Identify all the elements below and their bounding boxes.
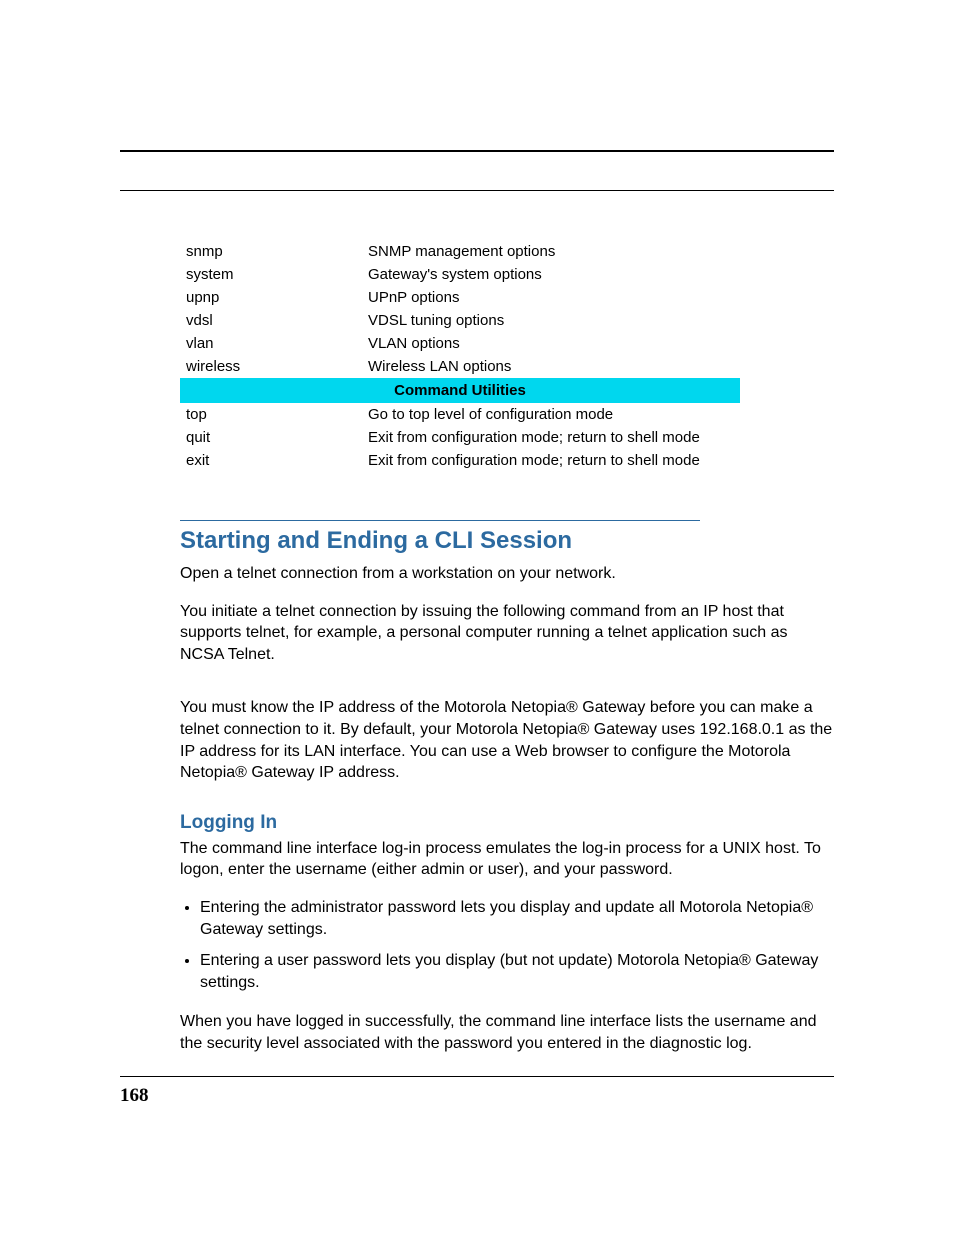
- command-desc: Exit from configuration mode; return to …: [362, 449, 740, 472]
- body-paragraph: You initiate a telnet connection by issu…: [180, 601, 834, 666]
- command-desc: SNMP management options: [362, 240, 740, 263]
- bullet-list: Entering the administrator password lets…: [180, 897, 834, 993]
- command-desc: Gateway's system options: [362, 263, 740, 286]
- body-paragraph: You must know the IP address of the Moto…: [180, 697, 834, 783]
- top-rule-thin: [120, 190, 834, 191]
- command-name: exit: [180, 449, 362, 472]
- page: snmpSNMP management optionssystemGateway…: [0, 0, 954, 1235]
- table-section-header: Command Utilities: [180, 378, 740, 403]
- table-row: vdslVDSL tuning options: [180, 309, 740, 332]
- command-name: snmp: [180, 240, 362, 263]
- section-rule: [180, 520, 700, 521]
- list-item: Entering the administrator password lets…: [200, 897, 834, 940]
- table-row: upnpUPnP options: [180, 286, 740, 309]
- content-area: snmpSNMP management optionssystemGateway…: [120, 150, 834, 1055]
- table-row: exitExit from configuration mode; return…: [180, 449, 740, 472]
- command-desc: Exit from configuration mode; return to …: [362, 426, 740, 449]
- body-paragraph: Open a telnet connection from a workstat…: [180, 563, 834, 585]
- command-desc: UPnP options: [362, 286, 740, 309]
- table-row: quitExit from configuration mode; return…: [180, 426, 740, 449]
- top-rule-thick: [120, 150, 834, 152]
- table-row: systemGateway's system options: [180, 263, 740, 286]
- command-desc: Wireless LAN options: [362, 355, 740, 378]
- command-desc: VDSL tuning options: [362, 309, 740, 332]
- command-desc: VLAN options: [362, 332, 740, 355]
- table-row: topGo to top level of configuration mode: [180, 403, 740, 426]
- command-name: vdsl: [180, 309, 362, 332]
- command-name: wireless: [180, 355, 362, 378]
- command-name: top: [180, 403, 362, 426]
- page-number: 168: [120, 1085, 149, 1107]
- section-title: Starting and Ending a CLI Session: [180, 527, 834, 555]
- table-row: wirelessWireless LAN options: [180, 355, 740, 378]
- table-row: snmpSNMP management options: [180, 240, 740, 263]
- table-section-header-label: Command Utilities: [180, 378, 740, 403]
- command-desc: Go to top level of configuration mode: [362, 403, 740, 426]
- footer-rule: [120, 1076, 834, 1077]
- list-item: Entering a user password lets you displa…: [200, 950, 834, 993]
- body-paragraph: When you have logged in successfully, th…: [180, 1011, 834, 1054]
- command-name: system: [180, 263, 362, 286]
- table-row: vlanVLAN options: [180, 332, 740, 355]
- subsection-title: Logging In: [180, 812, 834, 834]
- command-name: vlan: [180, 332, 362, 355]
- command-name: upnp: [180, 286, 362, 309]
- command-name: quit: [180, 426, 362, 449]
- command-table: snmpSNMP management optionssystemGateway…: [180, 240, 740, 472]
- body-paragraph: The command line interface log-in proces…: [180, 838, 834, 881]
